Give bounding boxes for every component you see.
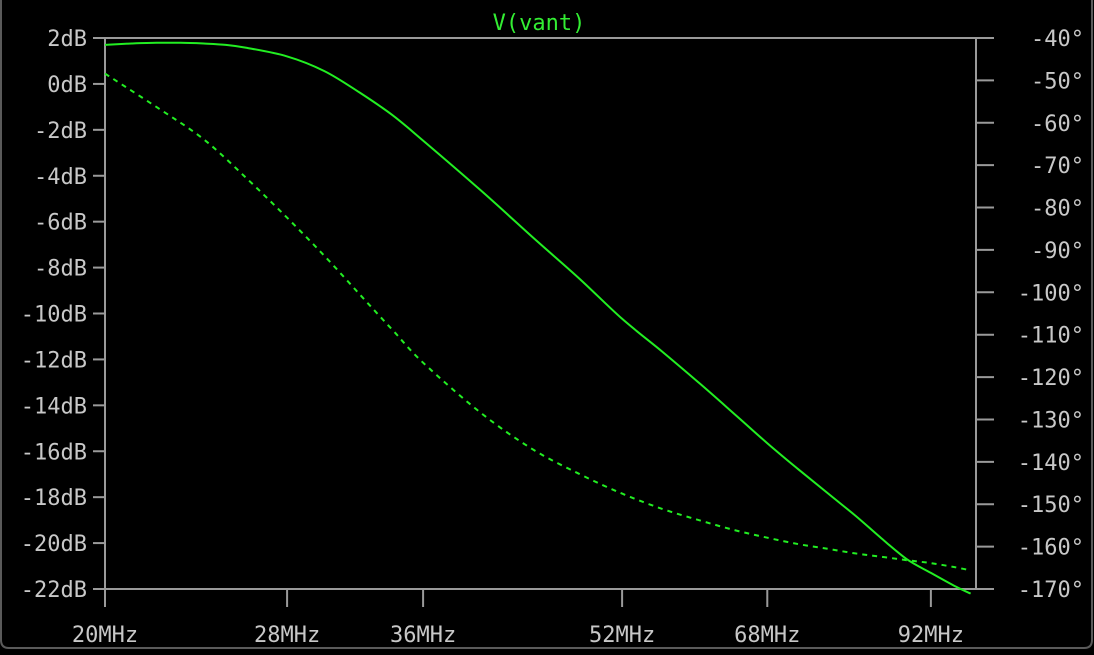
x-tick-label: 20MHz: [72, 623, 138, 648]
y-left-tick-label: -6dB: [34, 211, 87, 236]
x-tick-label: 68MHz: [734, 623, 800, 648]
y-left-tick-label: -4dB: [34, 165, 87, 190]
y-right-tick-label: -110°: [1018, 324, 1084, 349]
y-right-tick-label: -50°: [1031, 69, 1084, 94]
y-right-tick-label: -120°: [1018, 366, 1084, 391]
y-left-tick-label: 2dB: [47, 27, 87, 52]
y-left-tick-label: -8dB: [34, 257, 87, 282]
axes: [93, 37, 994, 607]
x-tick-label: 36MHz: [390, 623, 456, 648]
y-right-tick-label: -80°: [1031, 197, 1084, 222]
y-left-tick-label: -2dB: [34, 119, 87, 144]
y-right-tick-label: -140°: [1018, 451, 1084, 476]
series: [104, 41, 972, 595]
y-left-tick-label: -18dB: [21, 486, 87, 511]
y-right-tick-label: -170°: [1018, 578, 1084, 603]
y-right-tick-label: -70°: [1031, 154, 1084, 179]
x-tick-label: 52MHz: [589, 623, 655, 648]
y-right-tick-label: -130°: [1018, 408, 1084, 433]
tick-labels: 2dB 0dB -2dB -4dB -6dB -8dB -10dB -12dB -14dB -16…: [21, 27, 1084, 648]
y-left-tick-label: 0dB: [47, 73, 87, 98]
y-right-tick-label: -40°: [1031, 27, 1084, 52]
y-left-tick-label: -20dB: [21, 532, 87, 557]
y-left-tick-label: -10dB: [21, 303, 87, 328]
y-left-tick-label: -22dB: [21, 578, 87, 603]
y-left-tick-label: -16dB: [21, 440, 87, 465]
y-right-tick-label: -60°: [1031, 112, 1084, 137]
x-tick-label: 28MHz: [254, 623, 320, 648]
chart-title: V(vant): [493, 11, 586, 36]
phase-series-line: [104, 72, 971, 572]
y-left-tick-label: -14dB: [21, 394, 87, 419]
y-right-tick-label: -100°: [1018, 281, 1084, 306]
y-right-tick-label: -90°: [1031, 239, 1084, 264]
magnitude-series-line: [104, 41, 972, 595]
y-left-tick-label: -12dB: [21, 348, 87, 373]
y-right-tick-label: -150°: [1018, 493, 1084, 518]
y-right-tick-label: -160°: [1018, 536, 1084, 561]
x-tick-label: 92MHz: [898, 623, 964, 648]
